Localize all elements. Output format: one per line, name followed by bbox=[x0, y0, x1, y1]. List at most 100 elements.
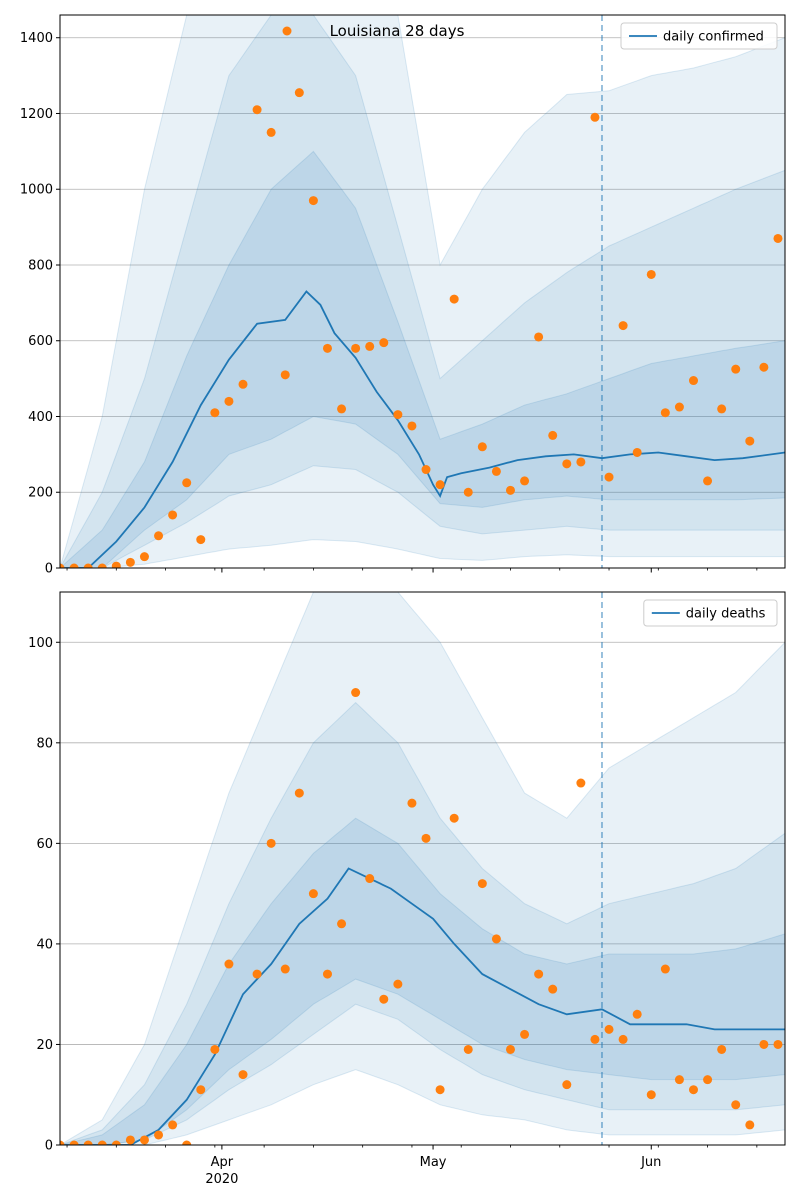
observed-point bbox=[773, 1039, 783, 1049]
observed-point bbox=[196, 1085, 206, 1095]
observed-point bbox=[759, 362, 769, 372]
observed-point bbox=[407, 421, 417, 431]
figure-title: Louisiana 28 days bbox=[330, 22, 465, 40]
y-tick-label: 0 bbox=[45, 1139, 53, 1154]
observed-point bbox=[717, 404, 727, 414]
observed-point bbox=[83, 563, 93, 568]
observed-point bbox=[688, 376, 698, 386]
observed-point bbox=[435, 480, 445, 490]
y-tick-label: 40 bbox=[36, 937, 53, 952]
observed-point bbox=[520, 1029, 530, 1039]
observed-point bbox=[463, 487, 473, 497]
y-tick-label: 20 bbox=[36, 1038, 53, 1053]
observed-point bbox=[674, 1075, 684, 1085]
observed-point bbox=[435, 1085, 445, 1095]
observed-point bbox=[182, 478, 192, 488]
uncertainty-band-mid bbox=[60, 15, 785, 568]
observed-point bbox=[252, 105, 262, 115]
observed-point bbox=[351, 343, 361, 353]
observed-point bbox=[534, 332, 544, 342]
observed-point bbox=[421, 833, 431, 843]
observed-point bbox=[210, 408, 220, 418]
axes-frame bbox=[59, 591, 786, 1146]
plot-area bbox=[60, 592, 785, 1145]
observed-point bbox=[266, 838, 276, 848]
y-tick-label: 200 bbox=[28, 486, 53, 501]
x-tick-label: Jun bbox=[640, 1155, 661, 1170]
observed-point bbox=[337, 919, 347, 929]
plot-area bbox=[60, 15, 785, 568]
observed-point bbox=[139, 1135, 149, 1145]
legend-box bbox=[620, 22, 778, 50]
uncertainty-band-outer bbox=[60, 592, 785, 1145]
observed-point bbox=[308, 889, 318, 899]
observed-point bbox=[60, 563, 65, 568]
observed-point bbox=[618, 1034, 628, 1044]
observed-point bbox=[491, 466, 501, 476]
legend-box bbox=[643, 599, 778, 627]
uncertainty-band-mid bbox=[60, 701, 785, 1145]
observed-point bbox=[266, 127, 276, 137]
observed-point bbox=[168, 1120, 178, 1130]
observed-point bbox=[294, 88, 304, 98]
x-tick-label: May bbox=[420, 1155, 447, 1170]
observed-point bbox=[505, 485, 515, 495]
y-tick-label: 1200 bbox=[20, 107, 53, 122]
x-tick-sublabel: 2020 bbox=[205, 1172, 238, 1187]
observed-point bbox=[238, 379, 248, 389]
observed-point bbox=[393, 410, 403, 420]
y-tick-label: 80 bbox=[36, 736, 53, 751]
observed-point bbox=[604, 1024, 614, 1034]
observed-point bbox=[548, 430, 558, 440]
observed-point bbox=[688, 1085, 698, 1095]
uncertainty-band-inner bbox=[60, 817, 785, 1145]
observed-point bbox=[477, 879, 487, 889]
x-tick-label: Apr bbox=[211, 1155, 234, 1170]
observed-point bbox=[125, 1135, 135, 1145]
observed-point bbox=[154, 1130, 164, 1140]
observed-point bbox=[168, 510, 178, 520]
legend-label: daily confirmed bbox=[663, 30, 764, 45]
y-tick-label: 1000 bbox=[20, 183, 53, 198]
observed-point bbox=[379, 338, 389, 348]
observed-point bbox=[576, 457, 586, 467]
observed-point bbox=[308, 196, 318, 206]
observed-point bbox=[351, 688, 361, 698]
observed-point bbox=[322, 969, 332, 979]
observed-point bbox=[745, 436, 755, 446]
observed-point bbox=[280, 964, 290, 974]
observed-point bbox=[224, 396, 234, 406]
observed-point bbox=[491, 934, 501, 944]
observed-point bbox=[731, 364, 741, 374]
observed-point bbox=[576, 778, 586, 788]
observed-point bbox=[407, 798, 417, 808]
observed-point bbox=[646, 1090, 656, 1100]
observed-point bbox=[717, 1044, 727, 1054]
observed-point bbox=[83, 1140, 93, 1145]
y-tick-label: 400 bbox=[28, 410, 53, 425]
deaths-panel: 0 20 40 60 80 100 Apr 2020 May Jun daily deaths bbox=[28, 591, 786, 1187]
observed-point bbox=[97, 1140, 107, 1145]
observed-point bbox=[294, 788, 304, 798]
observed-point bbox=[154, 531, 164, 541]
observed-point bbox=[139, 552, 149, 562]
observed-point bbox=[365, 874, 375, 884]
legend-label: daily deaths bbox=[686, 607, 766, 622]
observed-point bbox=[337, 404, 347, 414]
observed-point bbox=[731, 1100, 741, 1110]
observed-point bbox=[111, 561, 121, 568]
observed-point bbox=[562, 1080, 572, 1090]
observed-point bbox=[745, 1120, 755, 1130]
y-tick-label: 100 bbox=[28, 636, 53, 651]
median-line bbox=[60, 867, 785, 1145]
y-tick-label: 600 bbox=[28, 334, 53, 349]
observed-point bbox=[505, 1044, 515, 1054]
observed-point bbox=[604, 472, 614, 482]
observed-point bbox=[618, 321, 628, 331]
observed-point bbox=[224, 959, 234, 969]
observed-point bbox=[703, 476, 713, 486]
observed-point bbox=[238, 1070, 248, 1080]
observed-point bbox=[703, 1075, 713, 1085]
observed-point bbox=[60, 1140, 65, 1145]
